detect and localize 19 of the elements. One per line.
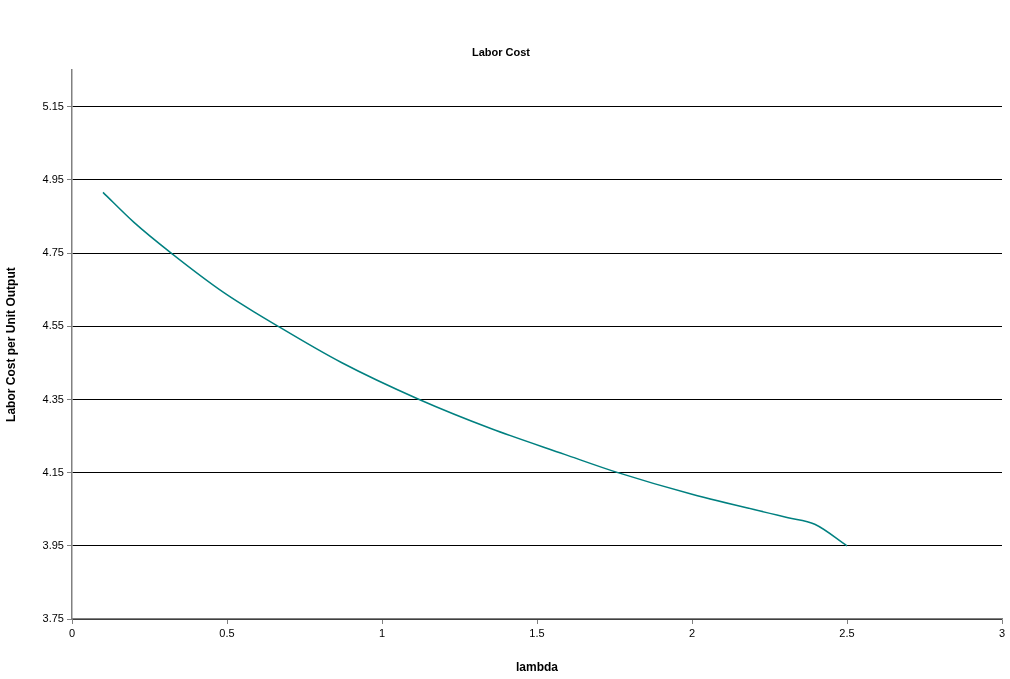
x-tick-label: 0 <box>68 626 76 639</box>
x-tick-label: 2.5 <box>839 626 855 639</box>
chart-title: Labor Cost <box>471 45 531 58</box>
y-axis-title: Labor Cost per Unit Output <box>3 267 18 422</box>
x-tick-label: 2 <box>688 626 696 639</box>
x-tick-label: 3 <box>998 626 1006 639</box>
y-tick-label: 4.15 <box>42 465 64 478</box>
y-tick-label: 4.35 <box>42 392 64 405</box>
y-tick-label: 4.75 <box>42 246 64 259</box>
line-series <box>102 191 848 547</box>
y-tick-label: 4.55 <box>42 319 64 332</box>
y-tick-label: 3.75 <box>42 612 64 625</box>
y-tick-label: 4.95 <box>42 172 64 185</box>
x-axis-title: lambda <box>515 660 559 675</box>
x-tick-label: 1.5 <box>529 626 545 639</box>
x-tick-label: 1 <box>378 626 386 639</box>
y-tick-label: 5.15 <box>42 99 64 112</box>
y-tick-label: 3.95 <box>42 538 64 551</box>
x-tick-label: 0.5 <box>219 626 235 639</box>
